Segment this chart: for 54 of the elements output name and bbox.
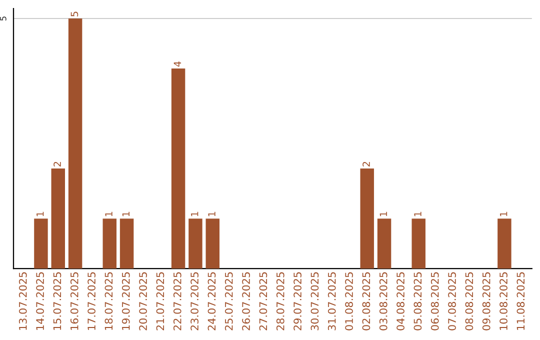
x-tick-label: 02.08.2025: [362, 272, 370, 330]
bar: [34, 218, 48, 269]
data-label: 1: [414, 212, 422, 216]
bar: [120, 218, 134, 269]
data-label: 1: [36, 212, 44, 216]
data-label: 2: [362, 162, 370, 166]
x-tick-label: 31.07.2025: [328, 272, 336, 330]
x-tick-label: 21.07.2025: [156, 272, 164, 330]
x-tick-label: 17.07.2025: [88, 272, 96, 330]
bar: [360, 168, 374, 269]
x-tick-label: 29.07.2025: [294, 272, 302, 330]
data-label: 1: [191, 212, 198, 216]
data-label: 1: [122, 212, 130, 216]
x-tick-label: 03.08.2025: [379, 272, 388, 330]
x-tick-label: 14.07.2025: [36, 272, 44, 330]
data-label: 1: [380, 212, 387, 216]
bar: [206, 218, 220, 269]
x-tick-label: 09.08.2025: [482, 272, 490, 330]
bar: [498, 218, 512, 269]
x-tick-label: 10.08.2025: [500, 272, 508, 330]
bar: [102, 218, 116, 269]
data-label: 4: [174, 61, 181, 67]
x-tick-label: 27.07.2025: [259, 272, 268, 330]
x-tick-label: 16.07.2025: [70, 272, 78, 330]
x-tick-label: 06.08.2025: [430, 272, 439, 330]
data-label: 1: [208, 212, 216, 216]
bar: [51, 168, 65, 269]
x-tick-label: 04.08.2025: [396, 272, 404, 330]
x-tick-label: 18.07.2025: [104, 272, 113, 330]
bar: [412, 218, 426, 269]
x-tick-label: 20.07.2025: [139, 272, 147, 330]
x-tick-label: 07.08.2025: [448, 272, 456, 330]
x-tick-label: 19.07.2025: [122, 272, 130, 330]
x-tick-label: 26.07.2025: [242, 272, 250, 330]
x-tick-label: 28.07.2025: [276, 272, 284, 330]
x-tick-label: 30.07.2025: [310, 272, 319, 330]
x-tick-label: 24.07.2025: [208, 272, 216, 330]
bar: [377, 218, 392, 269]
bar: [171, 68, 186, 269]
x-tick-label: 23.07.2025: [190, 272, 198, 330]
data-label: 5: [70, 12, 78, 16]
bar: [188, 218, 202, 269]
data-label: 1: [500, 212, 508, 216]
bar: [68, 18, 82, 269]
data-label: 1: [105, 212, 112, 216]
data-label: 2: [54, 162, 61, 166]
x-tick-label: 25.07.2025: [224, 272, 233, 330]
x-tick-label: 08.08.2025: [465, 272, 474, 330]
x-tick-label: 05.08.2025: [414, 272, 422, 330]
x-tick-label: 15.07.2025: [53, 272, 62, 330]
x-tick-label: 13.07.2025: [18, 272, 27, 330]
x-tick-label: 01.08.2025: [345, 272, 353, 330]
x-tick-label: 11.08.2025: [516, 272, 525, 330]
x-tick-label: 22.07.2025: [173, 272, 182, 330]
